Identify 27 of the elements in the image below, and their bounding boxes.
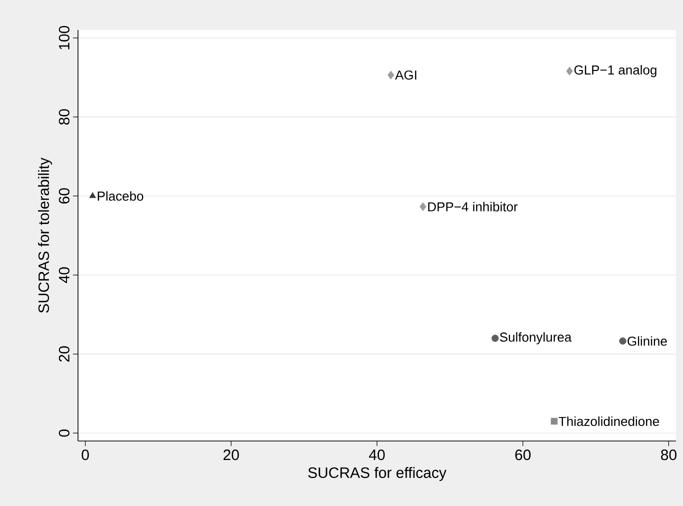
y-axis-title: SUCRAS for tolerability	[38, 158, 52, 313]
y-tick-label: 100	[58, 26, 70, 50]
point	[388, 70, 394, 80]
y-tick-label: 20	[58, 346, 70, 362]
point	[492, 334, 499, 342]
series-label: AGI	[395, 70, 416, 80]
x-tick-label: 60	[515, 450, 531, 460]
y-tick-label: 80	[58, 109, 70, 125]
series-label: Glinine	[628, 336, 667, 346]
series-label: GLP−1 analog	[574, 65, 656, 78]
point	[89, 192, 96, 198]
series-label: DPP−4 inhibitor	[428, 202, 518, 212]
x-tick-label: 40	[369, 450, 385, 460]
series-label: Sulfonylurea	[500, 332, 572, 344]
series-label: Thiazolidinedione	[558, 416, 659, 426]
y-tick-label: 60	[58, 188, 70, 204]
x-tick-label: 20	[224, 450, 239, 460]
point	[550, 418, 558, 425]
point	[420, 202, 426, 212]
x-axis-title: SUCRAS for efficacy	[308, 466, 446, 481]
x-tick-label: 80	[661, 450, 676, 460]
y-tick-label: 0	[58, 430, 70, 437]
y-tick-label: 40	[58, 267, 70, 284]
x-tick-label: 0	[82, 450, 89, 460]
point	[619, 337, 626, 345]
series-label: Placebo	[98, 191, 144, 201]
point	[566, 66, 573, 76]
